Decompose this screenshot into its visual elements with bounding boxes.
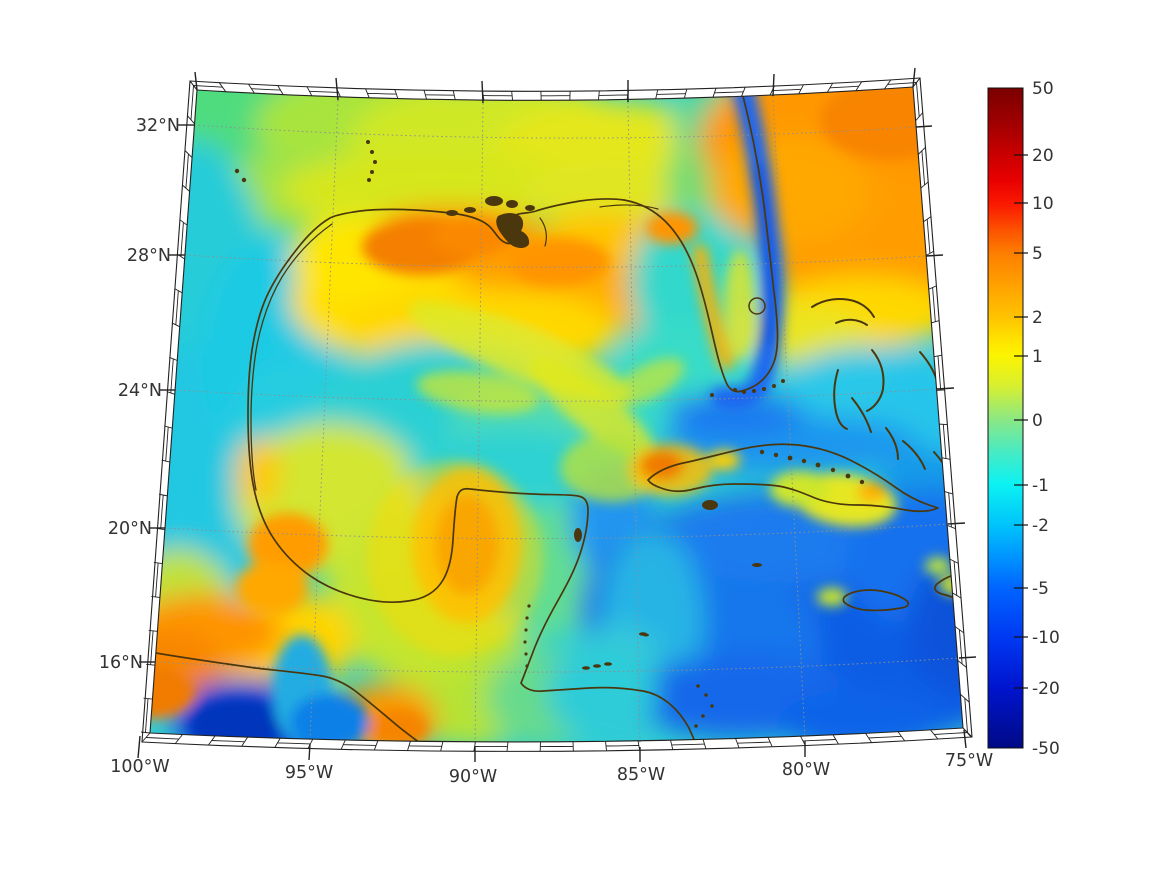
y-tick-label-32n: 32°N bbox=[136, 116, 180, 136]
cb-label-m5: -5 bbox=[1032, 579, 1049, 599]
meridian-85w bbox=[627, 101, 641, 746]
parallel-28n bbox=[184, 254, 927, 268]
field bbox=[150, 87, 963, 742]
y-tick-label-28n: 28°N bbox=[127, 246, 171, 266]
barrier-islands-texas bbox=[250, 223, 333, 491]
parallel-16n bbox=[154, 657, 960, 673]
cb-label-10: 10 bbox=[1032, 194, 1054, 214]
x-tick-label-100w: 100°W bbox=[110, 757, 169, 777]
parallel-24n bbox=[174, 388, 938, 402]
parallel-20n bbox=[164, 523, 949, 540]
mississippi-delta bbox=[446, 196, 535, 249]
x-tick-label-80w: 80°W bbox=[782, 760, 830, 780]
x-tick-label-90w: 90°W bbox=[449, 767, 497, 787]
colorbar: 50 20 10 5 2 1 0 -1 -2 -5 -10 -20 -50 bbox=[987, 79, 1060, 759]
meridian-80w bbox=[772, 95, 806, 740]
field-detail-blobs bbox=[150, 87, 963, 742]
x-tick-label-85w: 85°W bbox=[617, 765, 665, 785]
cb-label-0: 0 bbox=[1032, 411, 1043, 431]
chandeleur-islands bbox=[539, 217, 547, 247]
y-tick-label-24n: 24°N bbox=[118, 381, 162, 401]
island-jamaica bbox=[842, 589, 910, 612]
meridian-95w bbox=[309, 99, 339, 743]
frame-inner-border bbox=[149, 86, 964, 743]
coastline-pacific-mexico bbox=[150, 651, 431, 742]
cb-label-2: 2 bbox=[1032, 308, 1043, 328]
cb-label-m1: -1 bbox=[1032, 476, 1049, 496]
cb-label-50: 50 bbox=[1032, 79, 1054, 99]
cb-label-m10: -10 bbox=[1032, 628, 1060, 648]
lake-okeechobee bbox=[748, 297, 766, 315]
colorbar-gradient bbox=[987, 87, 1024, 749]
cb-label-1: 1 bbox=[1032, 347, 1043, 367]
map-frame bbox=[137, 67, 977, 762]
colorbar-ticks bbox=[1014, 154, 1028, 689]
axis-labels: 32°N 28°N 24°N 20°N 16°N 100°W 95°W 90°W… bbox=[99, 116, 993, 787]
x-tick-label-95w: 95°W bbox=[285, 763, 333, 783]
major-ticks bbox=[137, 67, 977, 762]
y-tick-label-16n: 16°N bbox=[99, 653, 143, 673]
barrier-islands-panhandle bbox=[599, 204, 659, 210]
island-cuba bbox=[647, 443, 939, 513]
small-islands-and-cays bbox=[234, 140, 865, 728]
cb-label-m20: -20 bbox=[1032, 679, 1060, 699]
cb-label-20: 20 bbox=[1032, 146, 1054, 166]
coastlines bbox=[150, 87, 963, 742]
frame-degree-segments bbox=[140, 77, 973, 752]
cb-label-5: 5 bbox=[1032, 244, 1043, 264]
x-tick-label-75w: 75°W bbox=[945, 751, 993, 771]
y-tick-label-20n: 20°N bbox=[108, 519, 152, 539]
coastline-florida-and-gulf bbox=[247, 87, 779, 742]
graticule bbox=[154, 95, 960, 746]
cb-label-m2: -2 bbox=[1032, 516, 1049, 536]
colorbar-labels: 50 20 10 5 2 1 0 -1 -2 -5 -10 -20 -50 bbox=[1032, 79, 1060, 759]
cb-label-m50: -50 bbox=[1032, 739, 1060, 759]
